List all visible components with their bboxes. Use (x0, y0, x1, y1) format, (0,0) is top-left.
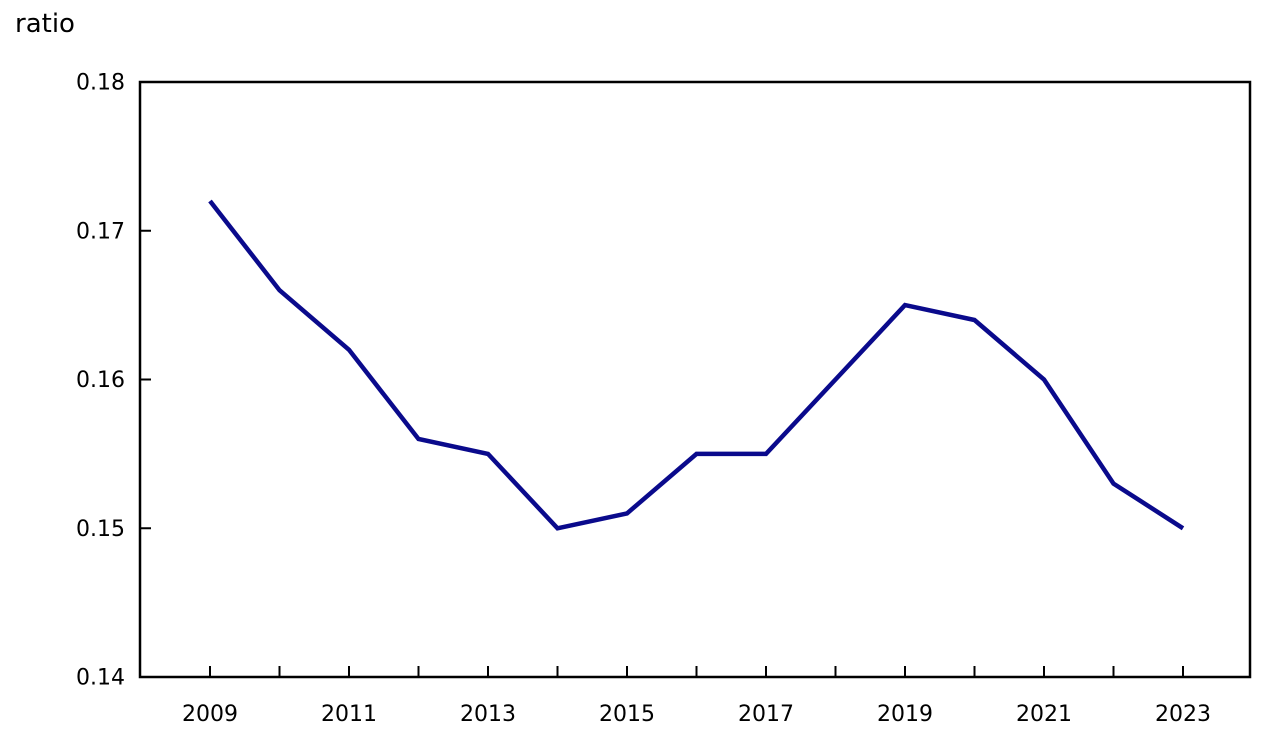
x-tick-label: 2011 (321, 702, 377, 727)
y-tick-label: 0.17 (76, 219, 125, 244)
y-tick-label: 0.15 (76, 517, 125, 542)
x-tick-label: 2019 (877, 702, 933, 727)
y-tick-label: 0.18 (76, 71, 125, 96)
x-tick-label: 2021 (1016, 702, 1072, 727)
y-tick-label: 0.16 (76, 368, 125, 393)
plot-border (138, 80, 1252, 679)
y-tick-label: 0.14 (76, 666, 125, 691)
y-axis-title: ratio (15, 9, 75, 39)
x-tick-label: 2023 (1155, 702, 1211, 727)
x-tick-label: 2009 (182, 702, 238, 727)
data-line (208, 199, 1185, 531)
x-tick-label: 2017 (738, 702, 794, 727)
x-tick-label: 2013 (460, 702, 516, 727)
x-tick-label: 2015 (599, 702, 655, 727)
